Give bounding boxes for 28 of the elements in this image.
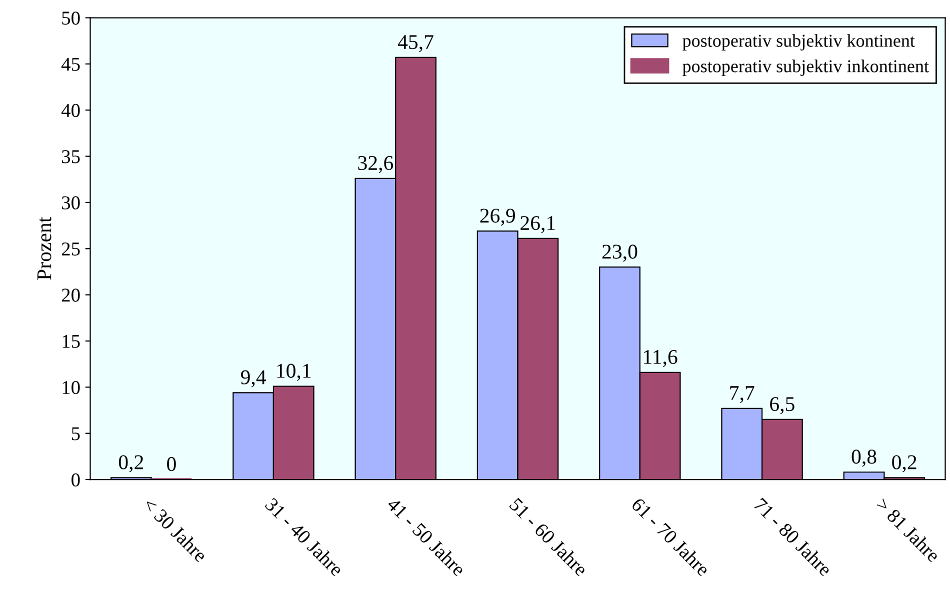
y-tick-label: 35 [62,150,80,164]
data-label: 0 [167,457,176,472]
data-label: 0,8 [852,450,876,467]
data-label: 32,6 [358,156,394,174]
y-axis-title: Prozent [37,216,52,280]
legend-label: postoperativ subjektiv inkontinent [682,60,929,76]
data-label: 6,5 [770,397,794,414]
y-tick-label: 10 [62,380,80,394]
data-label: 7,7 [730,386,754,404]
data-label: 0,2 [118,455,144,472]
y-tick-label: 5 [72,427,80,440]
y-tick-label: 50 [62,12,80,25]
y-tick-label: 15 [62,334,80,348]
data-label: 11,6 [644,350,678,367]
y-tick-label: 40 [61,104,80,118]
data-label: 23,0 [602,244,638,262]
y-tick-label: 45 [61,58,80,71]
data-label: 10,1 [277,364,311,381]
y-tick-label: 20 [62,288,80,302]
data-label: 45,7 [398,35,434,52]
data-label: 26,9 [480,208,515,226]
y-tick-label: 0 [72,473,80,486]
data-label: 0,2 [892,455,916,472]
y-tick-label: 30 [62,196,80,210]
data-label: 9,4 [240,370,266,388]
y-tick-label: 25 [62,242,80,256]
legend-label: postoperativ subjektiv kontinent [682,34,915,50]
data-label: 26,1 [520,216,555,234]
